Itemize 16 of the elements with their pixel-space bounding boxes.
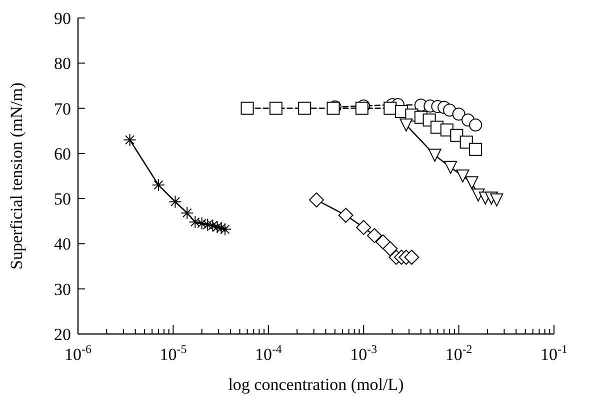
y-tick-label: 20: [54, 325, 71, 344]
y-tick-label: 50: [54, 190, 71, 209]
y-axis-title: Superficial tension (mN/m): [7, 82, 26, 270]
y-tick-label: 40: [54, 234, 71, 254]
x-tick-label: 10$^{-5}$: [160, 342, 187, 364]
y-tick-label: 70: [54, 99, 71, 118]
x-tick-label: 10$^{-2}$: [445, 342, 472, 364]
y-tick-label: 30: [54, 280, 71, 299]
x-axis-title: log concentration (mol/L): [228, 375, 404, 394]
y-tick-label: 90: [54, 9, 71, 28]
x-tick-label: 10$^{-1}$: [540, 342, 568, 364]
x-tick-label: 10$^{-6}$: [64, 342, 92, 364]
x-tick-label: 10$^{-3}$: [350, 342, 378, 364]
x-tick-label: 10$^{-4}$: [254, 342, 282, 364]
y-tick-label: 60: [54, 144, 71, 164]
y-tick-label: 80: [54, 54, 71, 74]
